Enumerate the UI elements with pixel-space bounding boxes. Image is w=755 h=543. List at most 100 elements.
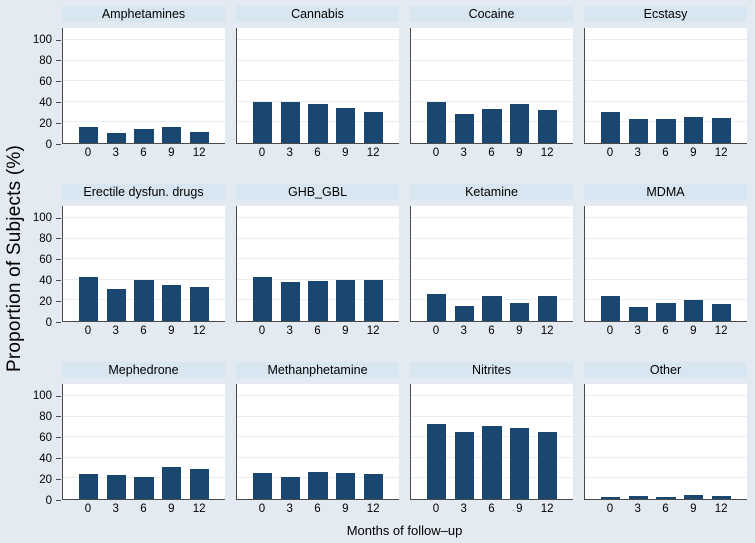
panel-title: Nitrites [410, 362, 573, 378]
bar-slot [130, 28, 158, 143]
y-axis-ticks: 0 20 40 60 80 100 [24, 206, 61, 328]
bar-slot [359, 206, 387, 321]
bar-month-3 [280, 281, 301, 321]
gridline-60 [63, 436, 225, 438]
y-tick-mark [56, 217, 61, 219]
y-tick-mark [56, 238, 61, 240]
bar-slot [130, 384, 158, 499]
gridline-100 [585, 39, 747, 41]
plot-region [410, 28, 573, 144]
gridline-60 [237, 436, 399, 438]
bar-month-6 [134, 279, 154, 321]
x-tick-label: 9 [516, 325, 523, 337]
x-tick-label: 0 [258, 147, 266, 159]
y-tick-mark [56, 102, 61, 104]
bars-group [411, 384, 573, 499]
bars-group [585, 384, 747, 499]
bar-slot [597, 28, 625, 143]
gridline-100 [585, 217, 747, 219]
gridline-40 [63, 278, 225, 280]
panel-erectile-dysfun-drugs: Erectile dysfun. drugs 0 3 6 9 12 0 20 40 60 80 100 [33, 184, 225, 337]
x-tick-label: 9 [342, 503, 349, 515]
panel-mephedrone: Mephedrone 0 3 6 9 12 0 20 40 60 80 100 [33, 362, 225, 515]
bar-slot [451, 28, 479, 143]
bar-slot [423, 28, 451, 143]
y-axis-ticks: 0 20 40 60 80 100 [24, 28, 61, 150]
bar-slot [451, 206, 479, 321]
gridline-40 [585, 456, 747, 458]
panel-other: Other 0 3 6 9 12 [584, 362, 747, 515]
bar-slot [680, 384, 708, 499]
plot-region [236, 384, 399, 500]
bar-slot [680, 206, 708, 321]
x-tick-label: 3 [634, 147, 641, 159]
bar-slot [506, 28, 534, 143]
bar-slot [451, 384, 479, 499]
x-tick-label: 6 [140, 147, 147, 159]
x-tick-label: 9 [690, 147, 697, 159]
x-axis-ticks: 0 3 6 9 12 [236, 325, 399, 337]
gridline-40 [237, 278, 399, 280]
gridline-100 [411, 395, 573, 397]
x-tick-label: 9 [168, 503, 175, 515]
bar-month-3 [106, 289, 127, 321]
panel-title: Ketamine [410, 184, 573, 200]
gridline-80 [237, 415, 399, 417]
x-tick-label: 6 [488, 325, 495, 337]
bar-month-9 [509, 103, 530, 143]
bar-month-0 [427, 424, 447, 499]
x-tick-label: 3 [634, 325, 641, 337]
bar-slot [277, 384, 305, 499]
bars-group [411, 28, 573, 143]
gridline-100 [237, 39, 399, 41]
bar-slot [652, 206, 680, 321]
bar-month-9 [335, 473, 356, 499]
bar-month-6 [656, 119, 676, 143]
gridline-40 [63, 100, 225, 102]
y-tick-mark [56, 500, 61, 501]
bars-group [237, 384, 399, 499]
gridline-40 [237, 100, 399, 102]
x-tick-label: 0 [606, 147, 614, 159]
panels-grid: Amphetamines 0 3 6 9 12 0 20 40 60 80 100 Cannabis 0 3… [33, 6, 747, 515]
y-tick-label: 0 [45, 494, 52, 507]
x-tick-label: 0 [258, 325, 266, 337]
x-tick-label: 6 [662, 503, 669, 515]
bar-month-3 [454, 432, 475, 499]
plot-region [62, 28, 225, 144]
bar-slot [506, 206, 534, 321]
y-tick-mark [56, 416, 61, 418]
x-axis-ticks: 0 3 6 9 12 [410, 147, 573, 159]
gridline-20 [585, 299, 747, 301]
x-tick-label: 9 [168, 325, 175, 337]
x-axis-title: Months of follow–up [346, 523, 463, 538]
bar-slot [158, 384, 186, 499]
panel-cannabis: Cannabis 0 3 6 9 12 [236, 6, 399, 159]
bar-month-3 [628, 495, 649, 499]
y-tick-mark [56, 322, 61, 323]
gridline-80 [237, 237, 399, 239]
gridline-100 [237, 395, 399, 397]
y-tick-mark [56, 81, 61, 83]
x-tick-label: 3 [112, 503, 119, 515]
gridline-60 [63, 80, 225, 82]
x-tick-label: 6 [140, 503, 147, 515]
y-tick-mark [56, 280, 61, 282]
bar-slot [652, 28, 680, 143]
panel-title: GHB_GBL [236, 184, 399, 200]
bar-slot [680, 28, 708, 143]
plot-region [584, 206, 747, 322]
bar-month-12 [537, 432, 557, 499]
bar-month-6 [134, 477, 154, 499]
plot-region [236, 28, 399, 144]
gridline-40 [411, 278, 573, 280]
gridline-80 [411, 237, 573, 239]
panel-cocaine: Cocaine 0 3 6 9 12 [410, 6, 573, 159]
bar-month-12 [363, 112, 383, 143]
x-tick-label: 6 [662, 325, 669, 337]
bar-month-12 [189, 469, 209, 499]
panel-title: Methanphetamine [236, 362, 399, 378]
gridline-60 [63, 258, 225, 260]
bar-slot [103, 28, 131, 143]
gridline-60 [411, 80, 573, 82]
